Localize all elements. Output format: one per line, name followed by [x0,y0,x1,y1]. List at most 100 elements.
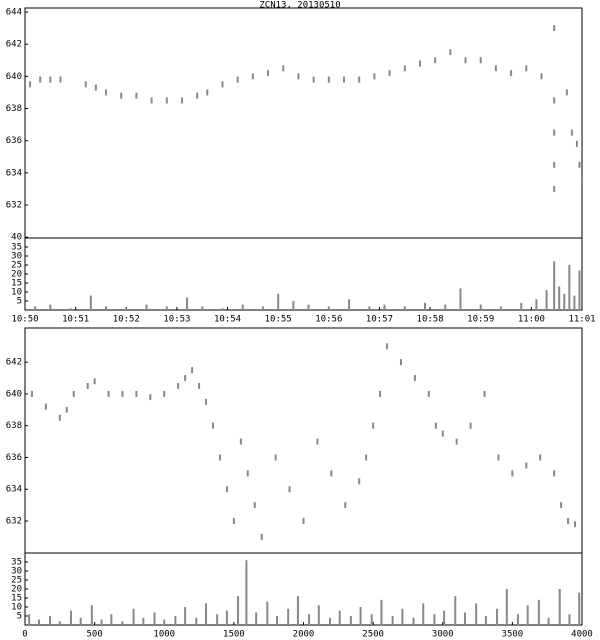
x-tick-label: 10:53 [163,315,190,325]
volume-bar [205,603,208,625]
price-tick [553,470,556,477]
x-tick-label: 10:51 [62,315,89,325]
volume-bar [245,560,248,625]
price-tick [525,462,528,469]
volume-bar [459,288,462,310]
y-tick-label: 632 [6,201,22,211]
price-tick [221,81,224,88]
price-tick [330,470,333,477]
price-tick [246,470,249,477]
price-tick [413,375,416,382]
x-tick-label: 10:57 [366,315,393,325]
volume-bar [553,261,556,310]
volume-bar [201,306,204,310]
y-tick-label: 40 [11,233,22,243]
volume-bar [558,286,561,310]
volume-bar [49,616,52,625]
volume-bar [308,614,311,625]
y-tick-label: 5 [17,297,22,307]
price-tick [525,65,528,72]
price-tick [232,518,235,525]
price-tick [358,76,361,83]
volume-bar [526,605,529,625]
volume-bar [110,614,113,625]
price-tick [260,533,263,540]
y-tick-label: 10 [11,603,22,613]
volume-bar [79,617,82,625]
y-tick-label: 636 [6,453,22,463]
x-tick-label: 10:59 [467,315,494,325]
volume-bar [58,621,61,625]
y-tick-label: 35 [11,558,22,568]
volume-bar [307,304,310,310]
price-tick [399,359,402,366]
volume-bar [105,306,108,310]
volume-bar [520,302,523,310]
volume-bar [216,614,219,625]
volume-bar [277,293,280,310]
price-tick [553,185,556,192]
price-tick [358,478,361,485]
volume-bar [34,306,37,310]
y-tick-label: 35 [11,243,22,253]
price-tick [149,394,152,401]
volume-bar [174,616,177,625]
volume-bar [563,293,566,310]
price-tick [574,521,577,528]
volume-bar [537,599,540,625]
price-tick [177,382,180,389]
y-tick-label: 642 [6,358,22,368]
price-tick [191,367,194,374]
volume-bar [383,304,386,310]
y-tick-label: 25 [11,576,22,586]
price-tick [455,438,458,445]
volume-bar [287,608,290,625]
volume-frame [24,552,583,626]
volume-bar [221,308,224,310]
volume-bar [184,607,187,625]
price-tick [30,390,33,397]
volume-bar [255,612,258,625]
volume-bar [165,306,168,310]
price-tick [386,343,389,350]
volume-bar [28,614,31,625]
price-tick [196,92,199,99]
x-tick-label: 11:00 [518,315,545,325]
price-tick [84,81,87,88]
price-tick [302,518,305,525]
volume-bar [422,603,425,625]
price-tick [540,73,543,80]
y-tick-label: 5 [17,612,22,622]
volume-bar [454,596,457,625]
price-tick [316,438,319,445]
price-tick [205,398,208,405]
price-tick [29,81,32,88]
price-tick [58,414,61,421]
price-tick [251,73,254,80]
volume-bar [496,608,499,625]
y-tick-label: 30 [11,567,22,577]
price-tick [497,454,500,461]
x-tick-label: 10:58 [417,315,444,325]
price-tick [511,470,514,477]
price-tick [107,390,110,397]
price-tick [427,390,430,397]
price-tick [510,70,513,77]
volume-bar [359,607,362,625]
volume-bar [296,596,299,625]
price-tick [441,430,444,437]
volume-bar [433,614,436,625]
price-frame [24,7,583,239]
volume-bar [241,304,244,310]
price-tick [434,57,437,64]
volume-bar [163,619,166,625]
x-tick-label: 11:01 [568,315,595,325]
price-tick [239,438,242,445]
x-tick-label: 2500 [362,630,384,640]
volume-bar [505,589,508,625]
price-tick [236,76,239,83]
volume-bar [484,616,487,625]
x-tick-label: 1500 [223,630,245,640]
price-tick [44,403,47,410]
